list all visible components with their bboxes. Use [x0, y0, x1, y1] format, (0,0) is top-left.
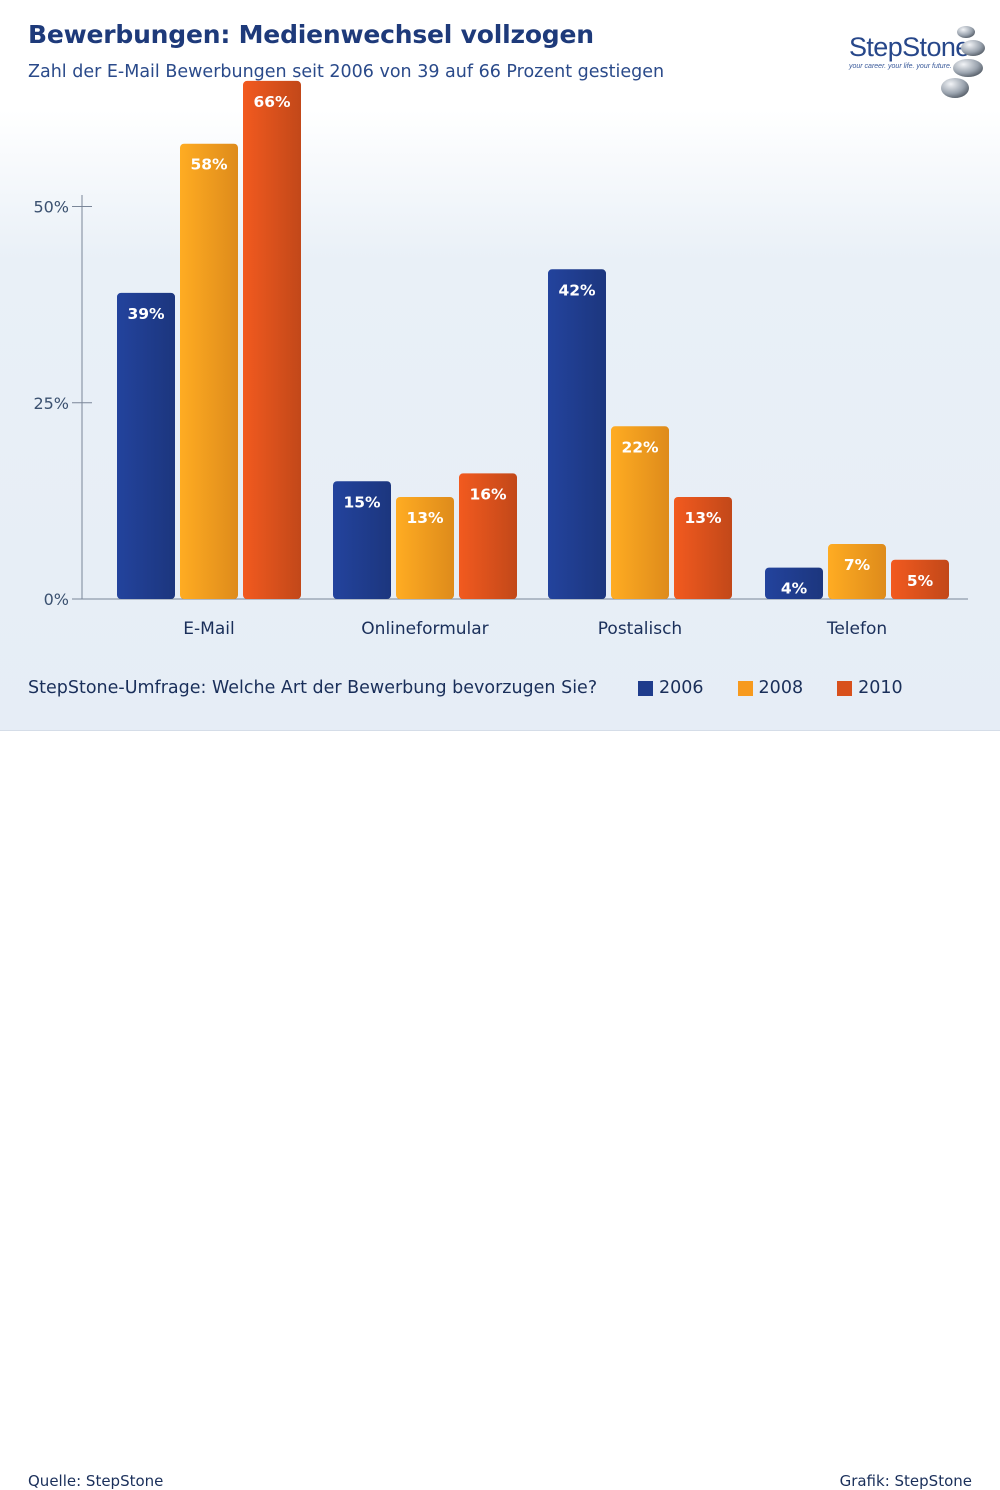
category-label: E-Mail: [183, 619, 234, 639]
bar-2010-0: [243, 80, 301, 599]
legend-item-2006: 2006: [638, 678, 704, 698]
y-tick-label: 50%: [33, 198, 69, 217]
chart-title: Bewerbungen: Medienwechsel vollzogen: [28, 20, 594, 49]
survey-question: StepStone-Umfrage: Welche Art der Bewerb…: [28, 678, 598, 698]
bars-group: 39% 58% 66% 15% 13% 16% 42% 22% 13% 4% 7% 5%: [117, 80, 949, 599]
category-label: Onlineformular: [361, 619, 488, 639]
legend-item-2010: 2010: [837, 678, 903, 698]
chart-card: Bewerbungen: Medienwechsel vollzogen Zah…: [0, 0, 1000, 730]
category-labels: E-Mail Onlineformular Postalisch Telefon: [183, 619, 887, 639]
legend-swatch-2010: [837, 680, 853, 696]
data-label: 4%: [781, 580, 808, 598]
category-label: Postalisch: [598, 619, 682, 639]
legend-item-2008: 2008: [737, 678, 804, 698]
legend-label-2006: 2006: [659, 678, 704, 698]
logo-tagline: your career. your life. your future.: [849, 63, 952, 70]
data-label: 58%: [190, 156, 228, 174]
data-label: 7%: [844, 556, 871, 574]
legend-label-2008: 2008: [758, 678, 804, 698]
bar-2006-2: [548, 269, 606, 599]
data-label: 5%: [907, 572, 934, 590]
data-label: 22%: [621, 438, 659, 456]
y-tick-label: 25%: [33, 394, 69, 413]
credit-note: Grafik: StepStone: [839, 1472, 972, 1490]
legend: 2006 2008 2010: [638, 678, 903, 698]
bar-2008-3: [828, 544, 886, 599]
bar-2010-2: [674, 496, 732, 599]
legend-swatch-2008: [737, 680, 753, 696]
legend-label-2010: 2010: [858, 678, 903, 698]
data-label: 13%: [684, 509, 722, 527]
legend-swatch-2006: [638, 680, 653, 696]
chart-subtitle: Zahl der E-Mail Bewerbungen seit 2006 vo…: [28, 62, 665, 82]
bar-2006-0: [117, 292, 175, 599]
logo-wordmark: StepStone: [849, 32, 970, 62]
bar-2008-1: [396, 496, 454, 599]
footer: Quelle: StepStone Grafik: StepStone: [0, 730, 1000, 1490]
bar-2010-1: [459, 473, 517, 599]
source-note: Quelle: StepStone: [28, 1472, 164, 1490]
data-label: 15%: [343, 493, 381, 511]
data-label: 39%: [127, 305, 165, 323]
stones-logo-icon: [941, 26, 985, 98]
data-label: 42%: [558, 281, 596, 299]
category-label: Telefon: [826, 619, 887, 639]
bar-2008-2: [611, 426, 669, 599]
bar-2006-3: [765, 567, 823, 599]
bar-2008-0: [180, 143, 238, 599]
stepstone-logo: StepStone your career. your life. your f…: [845, 18, 995, 104]
data-label: 16%: [469, 485, 507, 503]
data-label: 13%: [406, 509, 444, 527]
y-axis-ticks: 0% 25% 50%: [33, 198, 92, 609]
bar-2010-3: [891, 559, 949, 599]
bar-chart: 0% 25% 50% 39% 58% 66% 15% 13% 16% 42% 22% 13% 4% 7%…: [33, 80, 968, 639]
y-tick-label: 0%: [44, 590, 69, 609]
bar-2006-1: [333, 481, 391, 599]
data-label: 66%: [253, 93, 291, 111]
